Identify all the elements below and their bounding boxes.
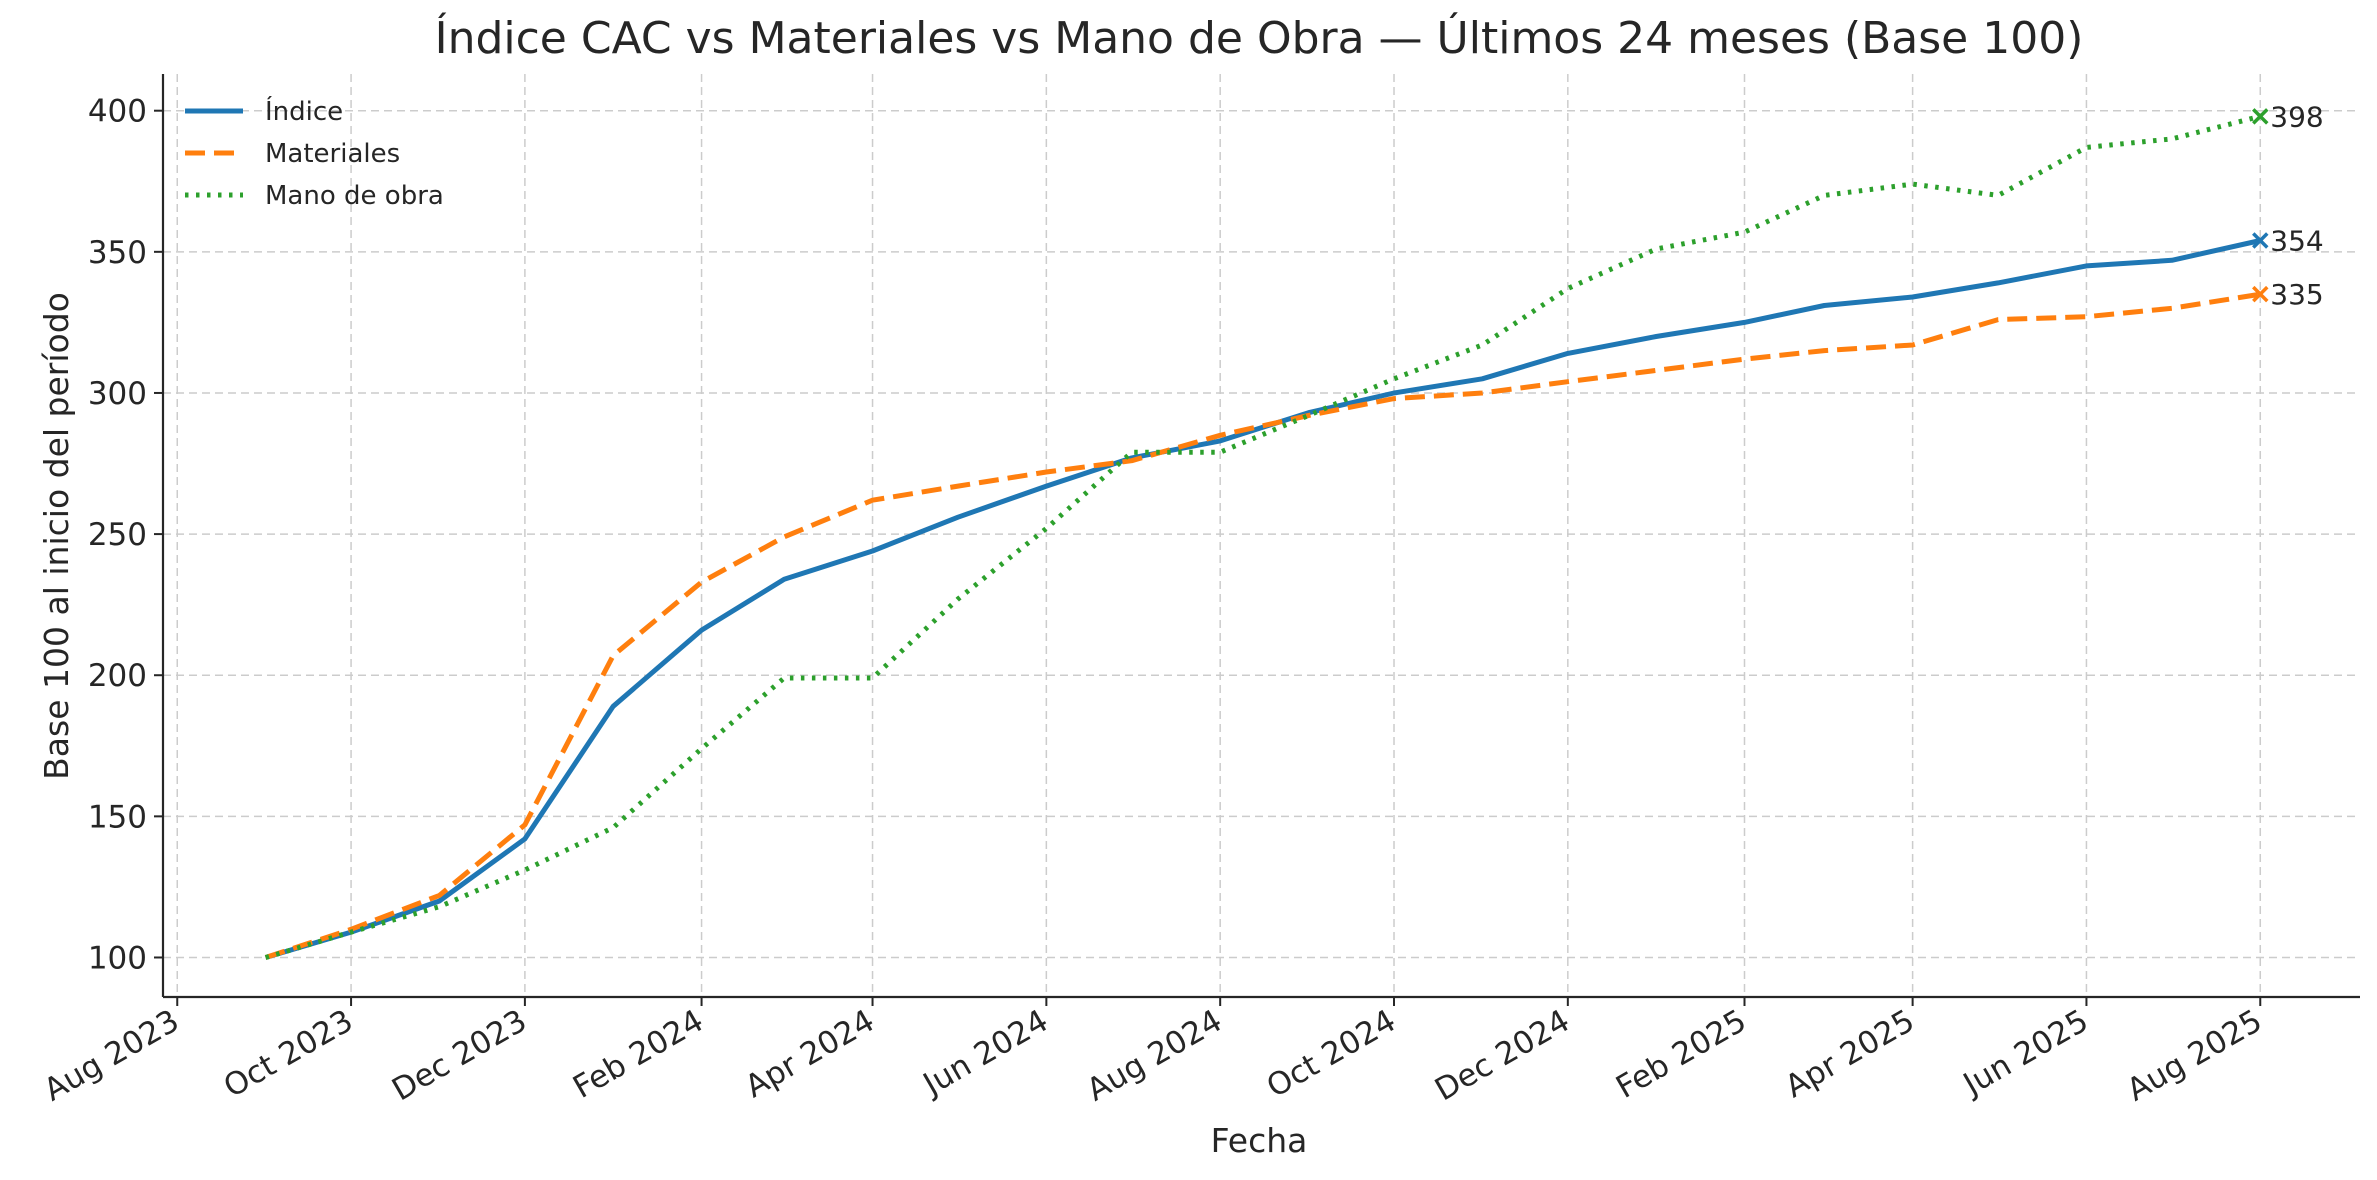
x-tick-label: Aug 2023 — [38, 1003, 185, 1109]
series-line-0 — [264, 238, 2261, 960]
end-value-label: 335 — [2270, 278, 2323, 311]
y-axis-label: Base 100 al inicio del período — [37, 292, 76, 780]
end-marker-0 — [2252, 232, 2269, 249]
y-tick-label: 400 — [88, 94, 147, 130]
end-value-label: 354 — [2270, 225, 2323, 258]
x-tick-label: Apr 2025 — [1779, 1003, 1920, 1105]
x-tick-label: Aug 2025 — [2121, 1003, 2268, 1109]
end-marker-1 — [2252, 285, 2269, 303]
end-marker-2 — [2252, 108, 2269, 125]
x-tick-label: Apr 2024 — [739, 1003, 880, 1105]
ticks: 100 150 200 250 300 350 400 Aug 2023 Oct 2023 Dec… — [38, 94, 2268, 1109]
series-line-2 — [264, 113, 2261, 960]
y-tick-label: 100 — [88, 940, 147, 976]
series-line-1 — [264, 291, 2261, 960]
x-tick-label: Oct 2023 — [218, 1003, 359, 1105]
x-tick-label: Jun 2025 — [1956, 1003, 2095, 1104]
y-tick-label: 350 — [88, 235, 147, 271]
y-tick-label: 300 — [88, 376, 147, 412]
legend-item-1: Materiales — [185, 139, 400, 169]
legend-label: Índice — [265, 95, 343, 127]
y-tick-label: 250 — [88, 517, 147, 553]
grid — [163, 74, 2360, 997]
x-tick-label: Oct 2024 — [1261, 1003, 1402, 1105]
x-tick-label: Dec 2024 — [1429, 1003, 1576, 1109]
legend-label: Materiales — [265, 139, 400, 169]
x-axis-label: Fecha — [1211, 1121, 1308, 1160]
x-tick-label: Feb 2024 — [567, 1003, 709, 1106]
legend-item-2: Mano de obra — [185, 181, 444, 211]
y-tick-label: 150 — [88, 799, 147, 835]
x-tick-label: Jun 2024 — [916, 1003, 1055, 1104]
chart-title: Índice CAC vs Materiales vs Mano de Obra… — [435, 11, 2084, 64]
x-tick-label: Dec 2023 — [386, 1003, 533, 1109]
series-lines — [264, 113, 2261, 960]
end-value-label: 398 — [2270, 100, 2323, 133]
y-tick-label: 200 — [88, 658, 147, 694]
axes — [161, 74, 2360, 999]
legend: Índice Materiales Mano de obra — [185, 95, 444, 211]
legend-item-0: Índice — [185, 95, 343, 127]
legend-label: Mano de obra — [265, 181, 444, 211]
x-tick-label: Feb 2025 — [1610, 1003, 1752, 1106]
x-tick-label: Aug 2024 — [1081, 1003, 1228, 1109]
end-labels: 354 335 398 — [2252, 100, 2324, 311]
